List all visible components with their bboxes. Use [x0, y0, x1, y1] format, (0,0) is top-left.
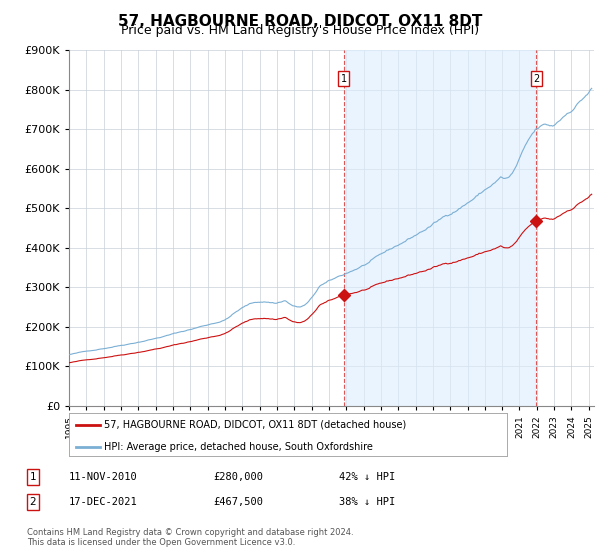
Text: £467,500: £467,500 [213, 497, 263, 507]
Text: HPI: Average price, detached house, South Oxfordshire: HPI: Average price, detached house, Sout… [104, 442, 373, 452]
Text: 17-DEC-2021: 17-DEC-2021 [69, 497, 138, 507]
Text: £280,000: £280,000 [213, 472, 263, 482]
Text: 2: 2 [533, 74, 539, 84]
Text: 42% ↓ HPI: 42% ↓ HPI [339, 472, 395, 482]
Text: 1: 1 [341, 74, 347, 84]
Text: 11-NOV-2010: 11-NOV-2010 [69, 472, 138, 482]
Text: 1: 1 [29, 472, 37, 482]
Text: 38% ↓ HPI: 38% ↓ HPI [339, 497, 395, 507]
Text: Contains HM Land Registry data © Crown copyright and database right 2024.
This d: Contains HM Land Registry data © Crown c… [27, 528, 353, 547]
Text: 2: 2 [29, 497, 37, 507]
Text: 57, HAGBOURNE ROAD, DIDCOT, OX11 8DT: 57, HAGBOURNE ROAD, DIDCOT, OX11 8DT [118, 14, 482, 29]
Text: 57, HAGBOURNE ROAD, DIDCOT, OX11 8DT (detached house): 57, HAGBOURNE ROAD, DIDCOT, OX11 8DT (de… [104, 419, 406, 430]
Text: Price paid vs. HM Land Registry's House Price Index (HPI): Price paid vs. HM Land Registry's House … [121, 24, 479, 37]
